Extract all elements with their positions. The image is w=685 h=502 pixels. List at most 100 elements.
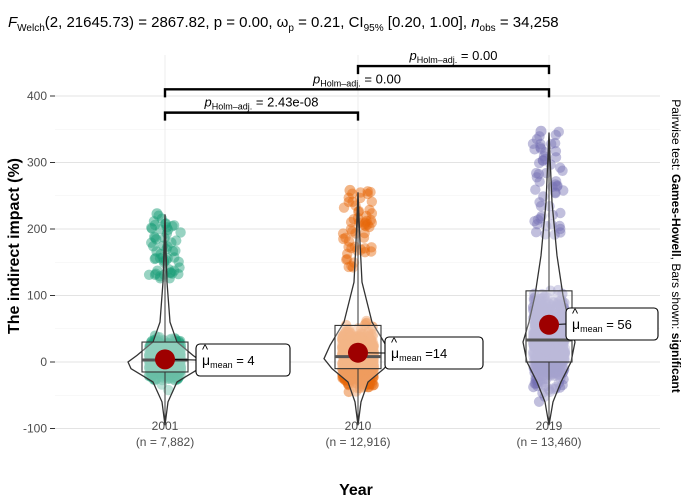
data-point — [173, 342, 185, 353]
data-point — [556, 325, 568, 336]
data-point — [351, 372, 362, 384]
data-point — [349, 331, 361, 343]
data-point — [530, 316, 541, 328]
data-point — [531, 360, 542, 371]
data-point — [536, 349, 548, 361]
data-point — [538, 304, 550, 315]
data-point — [156, 340, 168, 352]
data-point — [544, 348, 555, 359]
data-point — [538, 363, 550, 374]
data-point — [535, 362, 547, 373]
data-point — [359, 334, 370, 346]
data-point — [557, 379, 568, 391]
data-point-outlier — [534, 197, 545, 208]
data-point — [535, 357, 546, 369]
data-point — [537, 340, 549, 352]
data-point — [540, 299, 552, 310]
data-point — [353, 367, 365, 378]
data-point — [353, 376, 365, 387]
data-point — [545, 299, 556, 311]
data-point — [530, 339, 542, 351]
data-point — [547, 343, 559, 355]
data-point — [547, 383, 558, 394]
data-point — [357, 374, 369, 385]
data-point — [553, 339, 565, 351]
data-point — [534, 344, 545, 356]
data-point — [351, 334, 362, 345]
data-point — [146, 361, 158, 372]
data-point-outlier — [346, 242, 357, 254]
data-point — [171, 345, 182, 357]
data-point — [151, 365, 162, 377]
data-point — [551, 361, 562, 373]
data-point — [367, 362, 379, 373]
data-point — [172, 345, 183, 357]
data-point — [355, 333, 367, 344]
data-point — [145, 346, 157, 358]
data-point-outlier — [150, 268, 161, 279]
data-point — [529, 309, 541, 320]
data-point — [554, 343, 566, 355]
data-point — [146, 361, 158, 373]
data-point — [340, 358, 351, 369]
data-point — [361, 358, 373, 369]
data-point — [528, 341, 540, 352]
data-point — [551, 346, 562, 358]
data-point — [548, 341, 559, 352]
data-point-outlier — [537, 155, 549, 166]
mean-hat: ^ — [572, 306, 579, 321]
data-point — [153, 340, 165, 351]
data-point — [367, 341, 378, 353]
data-point — [529, 328, 540, 340]
data-point — [146, 366, 157, 377]
data-point — [342, 369, 353, 381]
data-point — [556, 347, 567, 358]
data-point-outlier — [343, 241, 354, 253]
data-point — [339, 337, 350, 349]
data-point — [556, 343, 567, 355]
data-point — [365, 334, 377, 346]
data-point — [358, 370, 369, 381]
data-point — [347, 331, 358, 343]
data-point — [555, 341, 566, 353]
data-point — [531, 309, 543, 320]
data-point — [365, 358, 377, 370]
data-point — [554, 299, 565, 310]
data-point-outlier — [359, 227, 370, 239]
data-point — [535, 346, 546, 357]
data-point — [340, 346, 351, 358]
data-point — [539, 373, 550, 385]
data-point — [360, 367, 372, 378]
data-point — [554, 306, 566, 317]
data-point — [529, 378, 540, 389]
data-point — [557, 323, 568, 335]
data-point — [362, 368, 373, 380]
data-point — [342, 338, 353, 350]
data-point — [337, 364, 349, 375]
data-point — [365, 357, 376, 368]
data-point-outlier — [347, 262, 359, 273]
data-point — [545, 306, 557, 318]
data-point — [557, 343, 569, 354]
data-point — [536, 349, 547, 361]
data-point — [553, 341, 564, 353]
data-point — [346, 368, 357, 379]
data-point — [341, 356, 352, 367]
data-point — [144, 350, 155, 361]
data-point — [147, 350, 158, 361]
data-point — [555, 309, 566, 320]
data-point — [367, 362, 379, 374]
mean-hat: ^ — [391, 335, 398, 350]
data-point — [547, 355, 558, 367]
data-point — [538, 292, 549, 303]
data-point — [362, 357, 373, 369]
title-ci-label: CI — [349, 14, 364, 31]
data-point — [552, 298, 563, 309]
data-point — [544, 356, 555, 367]
data-point — [533, 355, 544, 367]
data-point — [533, 307, 545, 318]
data-point — [170, 342, 181, 353]
data-point — [170, 365, 182, 376]
data-point — [557, 367, 569, 378]
data-point — [556, 311, 568, 323]
